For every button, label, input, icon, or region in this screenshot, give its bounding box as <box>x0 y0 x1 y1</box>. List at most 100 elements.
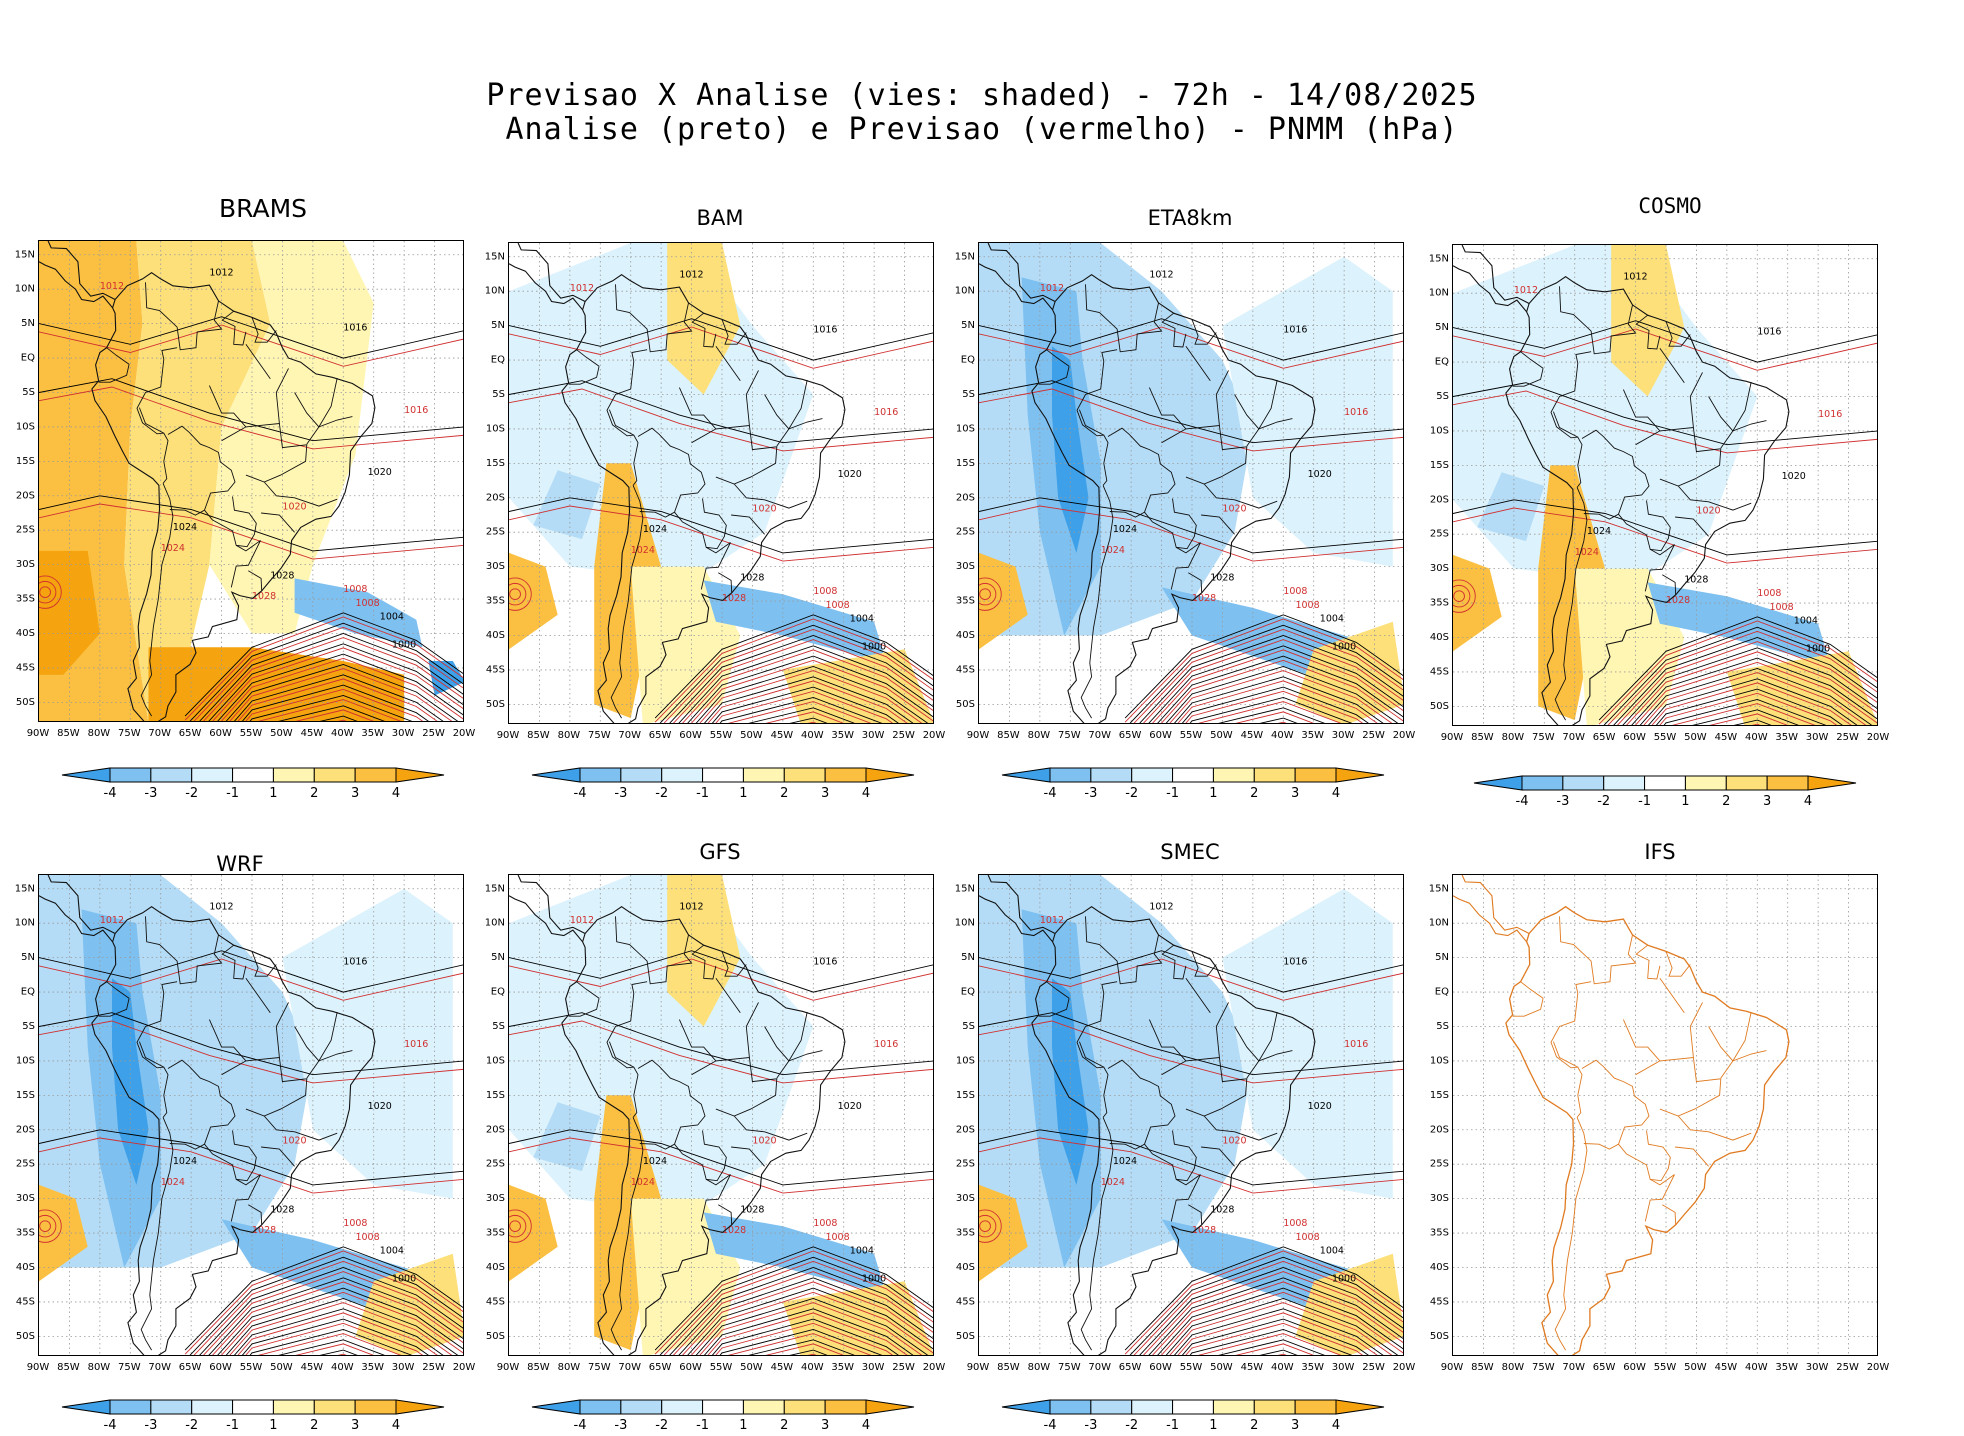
lat-tick-label: 10S <box>1430 1055 1449 1066</box>
lon-tick-label: 30W <box>1332 1362 1355 1373</box>
country-border <box>1731 381 1767 432</box>
colorbar-segment <box>1090 1399 1133 1415</box>
isobar-label: 1008 <box>355 598 379 609</box>
isobar-label: 1028 <box>740 572 764 583</box>
country-border <box>140 483 174 717</box>
country-border <box>608 409 635 436</box>
panel-title-cosmo: COSMO <box>1638 194 1702 218</box>
bias-shading-region <box>533 1102 601 1172</box>
lon-tick-label: 70W <box>1088 1362 1111 1373</box>
colorbar-arrow-low <box>531 1399 581 1415</box>
lat-tick-label: 5N <box>1435 322 1449 333</box>
colorbar-label: 2 <box>780 1418 788 1433</box>
lon-tick-label: 80W <box>1502 1362 1525 1373</box>
lon-tick-label: 40W <box>801 1362 824 1373</box>
lat-tick-label: EQ <box>1435 987 1449 998</box>
colorbar-label: -2 <box>185 1418 198 1433</box>
analysis-isobar <box>979 950 1403 993</box>
colorbar-segment <box>1049 1399 1092 1415</box>
analysis-isobar <box>1598 616 1877 721</box>
country-border <box>691 425 778 485</box>
country-border <box>1731 1011 1767 1062</box>
lat-tick-label: 40S <box>956 630 975 641</box>
lat-tick-label: 20S <box>956 492 975 503</box>
forecast-low-contour <box>979 1209 1002 1243</box>
lat-tick-label: 20S <box>16 1124 35 1135</box>
forecast-isobar <box>245 688 424 721</box>
lon-tick-label: 85W <box>527 730 550 741</box>
colorbar-label: -3 <box>144 1418 157 1433</box>
analysis-isobar <box>1655 688 1843 725</box>
colorbar-label: 3 <box>821 1418 829 1433</box>
lon-tick-label: 90W <box>1441 1362 1464 1373</box>
map-canvas: 1012101610201024102810081004100010121016… <box>39 875 463 1355</box>
country-border <box>637 1059 706 1150</box>
lat-tick-label: 50S <box>16 1331 35 1342</box>
lat-tick-label: 30S <box>486 561 505 572</box>
colorbar-segment <box>1684 775 1727 791</box>
colorbar-label: -2 <box>1125 1418 1138 1433</box>
lat-tick-label: 45S <box>16 662 35 673</box>
lat-tick-label: 50S <box>486 699 505 710</box>
country-border <box>700 1174 731 1222</box>
country-border <box>138 407 165 434</box>
country-border <box>764 394 790 447</box>
lon-tick-label: 65W <box>179 1362 202 1373</box>
country-border <box>251 317 277 343</box>
lat-tick-label: 30S <box>1430 563 1449 574</box>
map-panel-wrf: 1012 1016 1020 1024 1028 1008 1004 1000 1012 1016… <box>38 874 464 1356</box>
lon-tick-label: 40W <box>331 1362 354 1373</box>
forecast-isobar <box>337 719 347 721</box>
panel-title-eta8km: ETA8km <box>1147 206 1233 230</box>
analysis-isobar <box>39 316 463 359</box>
colorbar-segment <box>313 767 356 783</box>
lat-tick-label: 10N <box>485 918 505 929</box>
lon-tick-label: 20W <box>453 728 476 739</box>
analysis-isobar <box>189 622 463 721</box>
colorbar-label: 4 <box>1804 794 1812 809</box>
lon-tick-label: 20W <box>1393 730 1416 741</box>
lat-tick-label: 10S <box>486 1055 505 1066</box>
country-border <box>1708 1026 1734 1079</box>
lon-tick-label: 90W <box>967 1362 990 1373</box>
analysis-isobar <box>695 1298 929 1355</box>
isobar-label: 1024 <box>173 1156 197 1167</box>
lat-tick-label: 40S <box>486 1262 505 1273</box>
analysis-isobar <box>1157 655 1403 723</box>
coastline-central-america <box>517 243 586 302</box>
colorbar-label: 2 <box>310 786 318 801</box>
country-border <box>1107 427 1176 518</box>
forecast-isobar <box>979 326 1403 369</box>
country-border <box>691 312 717 348</box>
colorbar-label: 4 <box>862 786 870 801</box>
country-border <box>1185 978 1211 1013</box>
country-border <box>1665 321 1691 347</box>
isobar-label: 1016 <box>813 325 837 336</box>
country-border <box>1559 286 1637 355</box>
panel-title-ifs: IFS <box>1644 840 1676 864</box>
lon-tick-label: 55W <box>1654 1362 1677 1373</box>
isobar-label: 1020 <box>838 1101 862 1112</box>
analysis-isobar <box>1148 645 1403 723</box>
title-line-1: Previsao X Analise (vies: shaded) - 72h … <box>486 78 1478 113</box>
analysis-isobar <box>654 614 933 719</box>
country-border <box>1046 981 1070 999</box>
isobar-label: 1028 <box>252 591 276 602</box>
isobar-label: 1028 <box>722 1225 746 1236</box>
analysis-isobar <box>1603 626 1877 725</box>
lat-tick-label: 5S <box>1436 1021 1449 1032</box>
country-border <box>745 1002 759 1058</box>
coastline-central-america <box>979 895 1054 943</box>
analysis-isobar <box>189 1256 463 1355</box>
forecast-isobar <box>39 503 463 560</box>
forecast-isobar <box>193 1260 463 1355</box>
country-border <box>1644 544 1675 592</box>
lon-tick-label: 85W <box>527 1362 550 1373</box>
forecast-low-contour <box>509 1214 527 1238</box>
lon-tick-label: 30W <box>392 728 415 739</box>
country-border <box>1512 998 1544 1017</box>
lon-tick-label: 55W <box>1180 1362 1203 1373</box>
lon-tick-label: 30W <box>1806 732 1829 743</box>
colorbar-segment <box>272 1399 315 1415</box>
lon-tick-label: 20W <box>923 1362 946 1373</box>
